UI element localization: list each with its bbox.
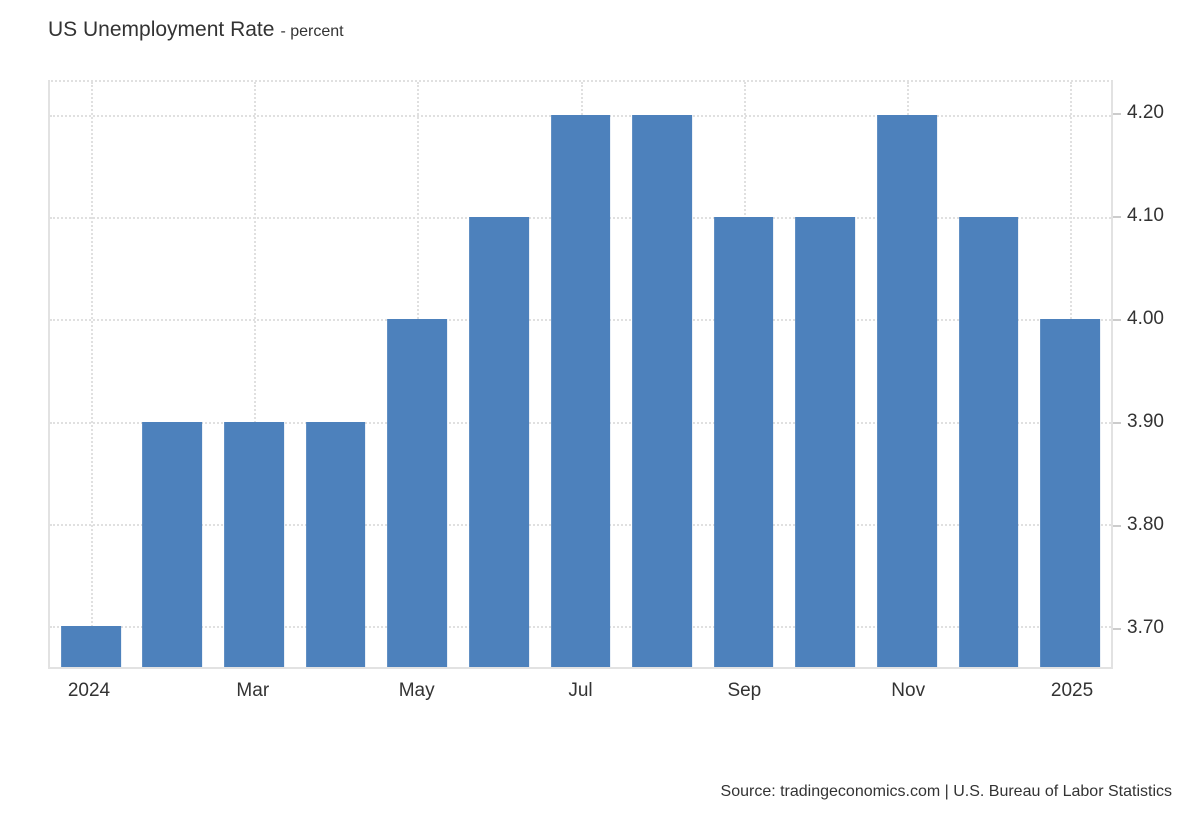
- x-tick-label: 2025: [1050, 680, 1094, 701]
- y-tick-label: 4.00: [1127, 307, 1164, 329]
- plot-area: [48, 80, 1113, 669]
- chart-title-text: US Unemployment Rate: [48, 18, 275, 41]
- y-tick-label: 4.20: [1127, 101, 1164, 123]
- chart-title: US Unemployment Rate - percent: [48, 18, 344, 42]
- x-tick-label: Nov: [891, 680, 926, 701]
- bar-may-2024[interactable]: [387, 319, 448, 667]
- bar-mar-2024[interactable]: [224, 421, 284, 667]
- y-tick-mark: [1113, 112, 1121, 115]
- bar-jun-2024[interactable]: [468, 217, 529, 667]
- y-tick-mark: [1113, 421, 1121, 424]
- x-gridline: [90, 82, 93, 667]
- x-tick-label: Mar: [236, 680, 270, 701]
- x-gridline: [254, 82, 257, 667]
- bar-oct-2024[interactable]: [795, 217, 856, 667]
- bar-jan-2025[interactable]: [1040, 319, 1101, 667]
- y-tick-mark: [1113, 524, 1121, 527]
- y-tick-mark: [1113, 627, 1121, 630]
- y-tick-label: 3.80: [1127, 513, 1164, 535]
- x-tick-label: Jul: [568, 680, 593, 701]
- bar-aug-2024[interactable]: [632, 114, 692, 667]
- bar-jan-2024[interactable]: [60, 626, 121, 667]
- x-tick-label: Sep: [727, 680, 762, 701]
- bar-dec-2024[interactable]: [958, 217, 1019, 667]
- bar-feb-2024[interactable]: [142, 421, 203, 667]
- source-note: Source: tradingeconomics.com | U.S. Bure…: [720, 783, 1172, 800]
- y-tick-label: 3.90: [1127, 410, 1164, 432]
- y-axis: 4.20 4.10 4.00 3.90 3.80 3.70: [1113, 80, 1200, 669]
- bar-apr-2024[interactable]: [305, 421, 366, 667]
- y-tick-label: 3.70: [1127, 616, 1164, 638]
- chart-subtitle-text: - percent: [280, 23, 344, 40]
- y-tick-mark: [1113, 318, 1121, 321]
- x-tick-label: May: [398, 680, 435, 701]
- x-tick-label: 2024: [67, 680, 111, 701]
- bar-sep-2024[interactable]: [713, 217, 774, 667]
- y-tick-label: 4.10: [1127, 204, 1164, 226]
- x-axis: 2024 Mar May Jul Sep Nov 2025: [48, 680, 1113, 706]
- bar-nov-2024[interactable]: [877, 114, 937, 667]
- y-tick-mark: [1113, 215, 1121, 218]
- bar-jul-2024[interactable]: [550, 114, 611, 667]
